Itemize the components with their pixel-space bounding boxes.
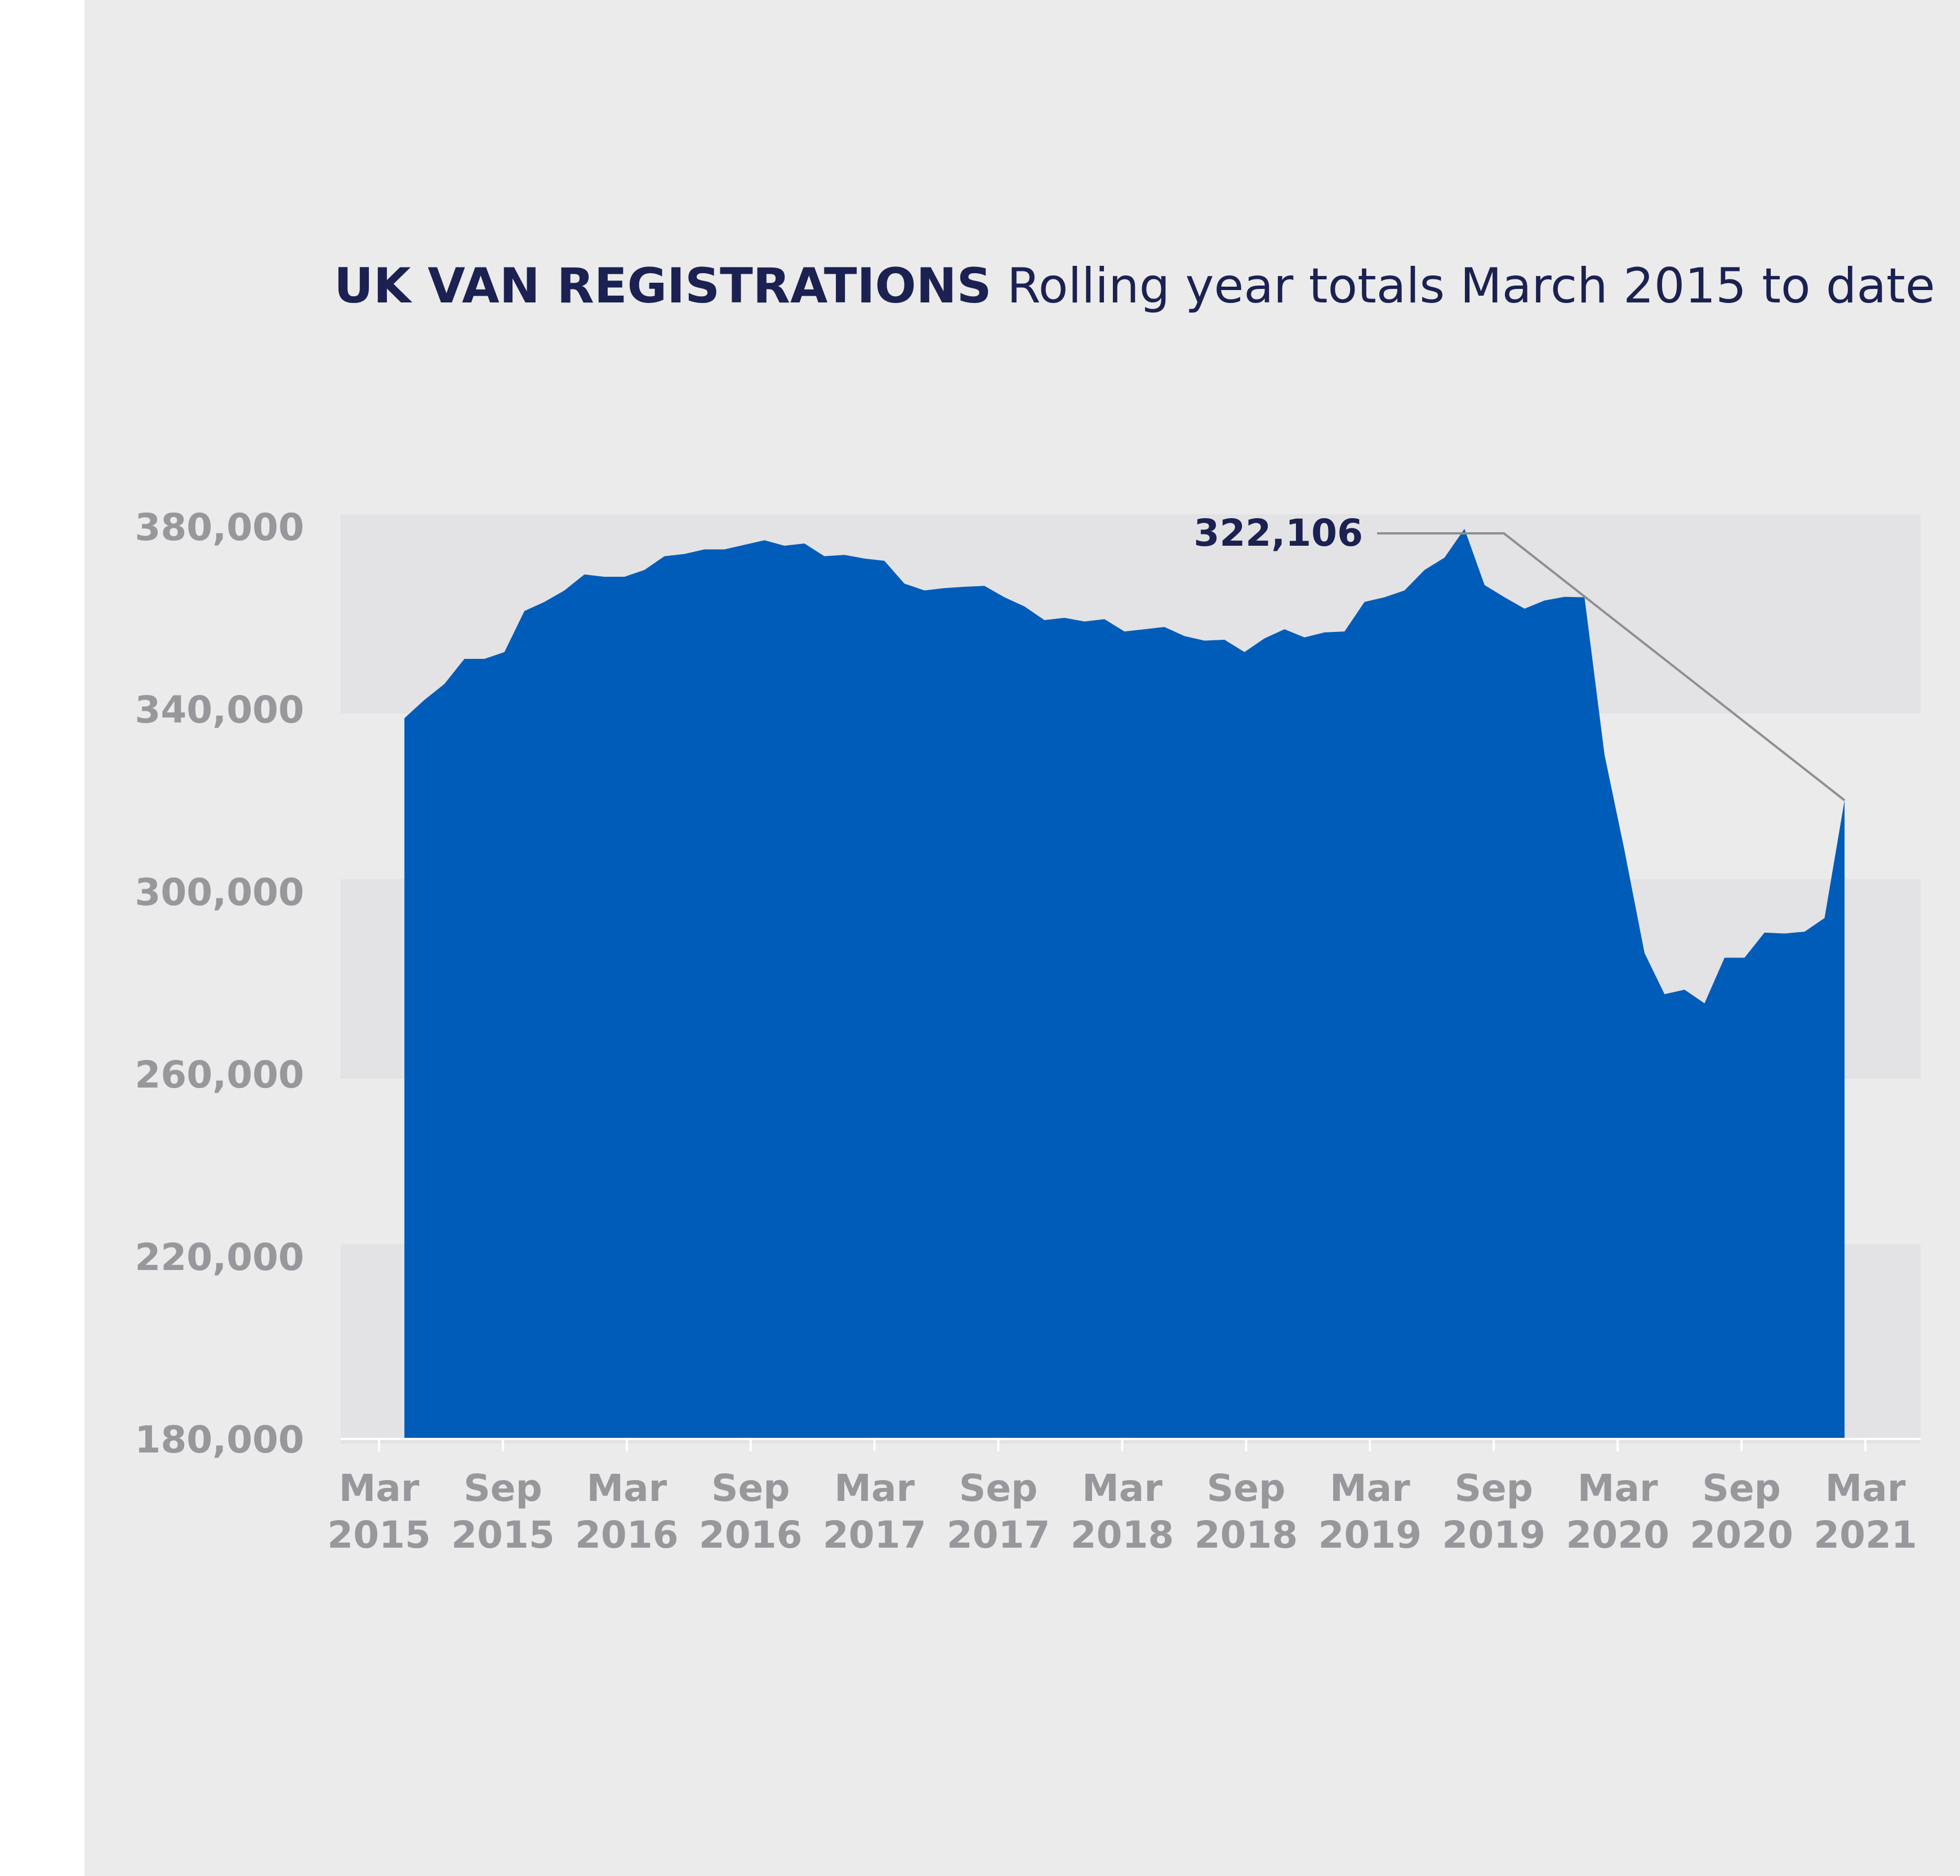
x-tick-year: 2018: [1071, 1513, 1174, 1557]
peak-annotation: 322,106: [1193, 511, 1846, 801]
x-tick-month: Sep: [1702, 1467, 1781, 1510]
x-tick-month: Mar: [339, 1467, 420, 1510]
x-tick-year: 2015: [327, 1513, 431, 1557]
x-tick-year: 2021: [1814, 1513, 1917, 1557]
x-tick-month: Mar: [1082, 1467, 1162, 1510]
x-tick-year: 2018: [1195, 1513, 1298, 1557]
x-tick-year: 2020: [1566, 1513, 1669, 1557]
x-tick-month: Mar: [586, 1467, 667, 1510]
x-tick-year: 2020: [1690, 1513, 1793, 1557]
x-tick-month: Sep: [1454, 1467, 1533, 1510]
chart-title-bold: UK VAN REGISTRATIONS: [334, 258, 992, 314]
x-tick-year: 2017: [823, 1513, 926, 1557]
annotation-leader-line: [1377, 532, 1846, 801]
y-tick-label: 300,000: [135, 871, 304, 914]
annotation-label: 322,106: [1193, 511, 1363, 555]
y-tick-label: 340,000: [135, 688, 304, 732]
x-tick-year: 2016: [575, 1513, 679, 1557]
x-tick-month: Sep: [959, 1467, 1038, 1510]
x-tick-month: Mar: [1825, 1467, 1906, 1510]
x-tick-month: Sep: [1207, 1467, 1286, 1510]
x-tick-year: 2015: [451, 1513, 555, 1557]
area-series: [404, 529, 1845, 1439]
chart-title-subtitle: Rolling year totals March 2015 to date: [1006, 258, 1935, 314]
x-tick-year: 2019: [1442, 1513, 1545, 1557]
x-tick-month: Mar: [1578, 1467, 1658, 1510]
x-tick-month: Mar: [1330, 1467, 1410, 1510]
y-tick-label: 260,000: [135, 1053, 304, 1097]
x-tick-year: 2019: [1318, 1513, 1422, 1557]
y-tick-label: 220,000: [135, 1236, 304, 1279]
y-tick-label: 180,000: [135, 1418, 304, 1461]
x-tick-month: Sep: [464, 1467, 542, 1510]
x-tick-month: Sep: [711, 1467, 790, 1510]
x-axis: Mar2015Sep2015Mar2016Sep2016Mar2017Sep20…: [327, 1438, 1921, 1557]
y-tick-label: 380,000: [135, 506, 304, 549]
y-axis-ticks: 380,000 340,000 300,000 260,000 220,000 180,0…: [135, 506, 304, 1461]
chart-title: UK VAN REGISTRATIONS Rolling year totals…: [334, 258, 1935, 314]
x-tick-month: Mar: [834, 1467, 915, 1510]
x-tick-year: 2017: [947, 1513, 1050, 1557]
x-tick-year: 2016: [699, 1513, 803, 1557]
